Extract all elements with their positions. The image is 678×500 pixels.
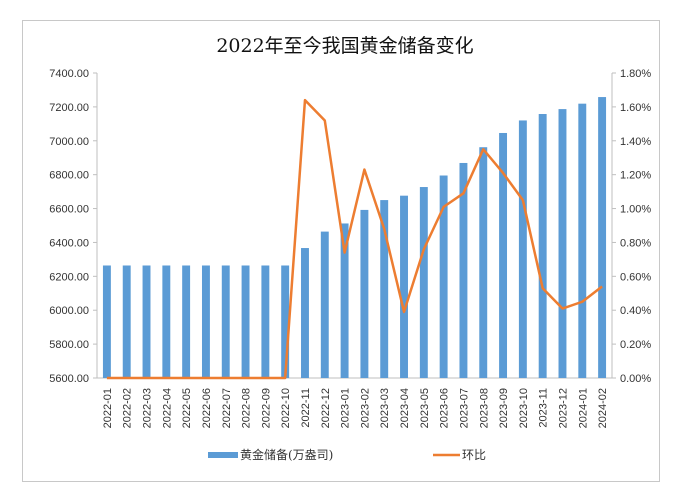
left-tick-label: 6400.00 bbox=[49, 237, 89, 249]
x-tick-label: 2023-04 bbox=[399, 388, 411, 428]
legend-bar-swatch bbox=[208, 452, 238, 458]
chart-title: 2022年至今我国黄金储备变化 bbox=[216, 35, 473, 57]
x-tick-label: 2022-07 bbox=[221, 388, 233, 428]
x-tick-label: 2022-01 bbox=[102, 388, 114, 428]
bar bbox=[499, 132, 508, 378]
right-tick-label: 0.20% bbox=[620, 339, 651, 351]
bar bbox=[518, 120, 527, 378]
right-tick-label: 1.80% bbox=[620, 68, 651, 80]
bar bbox=[142, 265, 151, 378]
left-tick-label: 7200.00 bbox=[49, 102, 89, 114]
bar bbox=[459, 162, 468, 378]
bar bbox=[221, 265, 230, 378]
left-tick-label: 7400.00 bbox=[49, 68, 89, 80]
x-tick-label: 2023-07 bbox=[458, 388, 470, 428]
x-tick-label: 2024-02 bbox=[597, 388, 609, 428]
bar bbox=[598, 97, 607, 379]
x-tick-label: 2022-04 bbox=[161, 388, 173, 428]
right-tick-label: 1.00% bbox=[620, 204, 651, 216]
legend-line-label: 环比 bbox=[462, 448, 486, 462]
x-tick-label: 2022-08 bbox=[241, 388, 253, 428]
x-tick-label: 2023-09 bbox=[498, 388, 510, 428]
bar bbox=[162, 265, 171, 378]
bar bbox=[360, 209, 369, 378]
bar bbox=[102, 265, 111, 378]
bar bbox=[320, 231, 329, 378]
x-tick-label: 2023-02 bbox=[359, 388, 371, 428]
bar bbox=[400, 195, 408, 378]
legend-bar-label: 黄金储备(万盎司) bbox=[240, 447, 333, 462]
x-tick-label: 2024-01 bbox=[577, 388, 589, 428]
bar bbox=[301, 248, 309, 378]
x-tick-label: 2022-05 bbox=[181, 388, 193, 428]
right-tick-label: 0.60% bbox=[620, 271, 651, 283]
x-tick-label: 2022-02 bbox=[122, 388, 134, 428]
x-tick-label: 2022-09 bbox=[260, 388, 272, 428]
x-tick-label: 2022-11 bbox=[300, 388, 312, 428]
left-tick-label: 5800.00 bbox=[49, 339, 89, 351]
left-tick-label: 6800.00 bbox=[49, 170, 89, 182]
bar bbox=[261, 265, 270, 378]
bar bbox=[558, 109, 567, 378]
x-tick-label: 2023-03 bbox=[379, 388, 391, 428]
left-tick-label: 7000.00 bbox=[49, 136, 89, 148]
bar bbox=[380, 200, 389, 378]
bar bbox=[340, 223, 349, 378]
x-tick-label: 2023-05 bbox=[419, 388, 431, 428]
right-tick-label: 1.40% bbox=[620, 136, 651, 148]
bar bbox=[201, 265, 210, 378]
left-tick-label: 5600.00 bbox=[49, 373, 89, 385]
left-tick-label: 6000.00 bbox=[49, 305, 89, 317]
line-series bbox=[106, 98, 603, 380]
x-tick-label: 2023-10 bbox=[518, 388, 530, 428]
bar bbox=[419, 187, 428, 378]
bar bbox=[182, 265, 191, 378]
x-tick-label: 2023-11 bbox=[538, 388, 550, 428]
right-tick-label: 0.00% bbox=[620, 373, 651, 385]
bar bbox=[241, 265, 250, 378]
x-tick-label: 2022-03 bbox=[142, 388, 154, 428]
x-tick-label: 2023-06 bbox=[439, 388, 451, 428]
x-tick-label: 2023-12 bbox=[557, 388, 569, 428]
right-tick-label: 1.60% bbox=[620, 102, 651, 114]
x-tick-label: 2023-08 bbox=[478, 388, 490, 428]
left-tick-label: 6200.00 bbox=[49, 271, 89, 283]
bar bbox=[538, 114, 547, 378]
x-tick-label: 2023-01 bbox=[340, 388, 352, 428]
chart-frame bbox=[22, 20, 660, 482]
bar bbox=[281, 265, 290, 378]
bar bbox=[479, 147, 488, 378]
bar bbox=[439, 175, 448, 378]
bar bbox=[122, 265, 131, 378]
right-tick-label: 1.20% bbox=[620, 170, 651, 182]
x-tick-label: 2022-10 bbox=[280, 388, 292, 428]
right-tick-label: 0.40% bbox=[620, 305, 651, 317]
bar bbox=[578, 103, 587, 379]
x-tick-label: 2022-12 bbox=[320, 388, 332, 428]
x-tick-label: 2022-06 bbox=[201, 388, 213, 428]
left-tick-label: 6600.00 bbox=[49, 204, 89, 216]
right-tick-label: 0.80% bbox=[620, 237, 651, 249]
